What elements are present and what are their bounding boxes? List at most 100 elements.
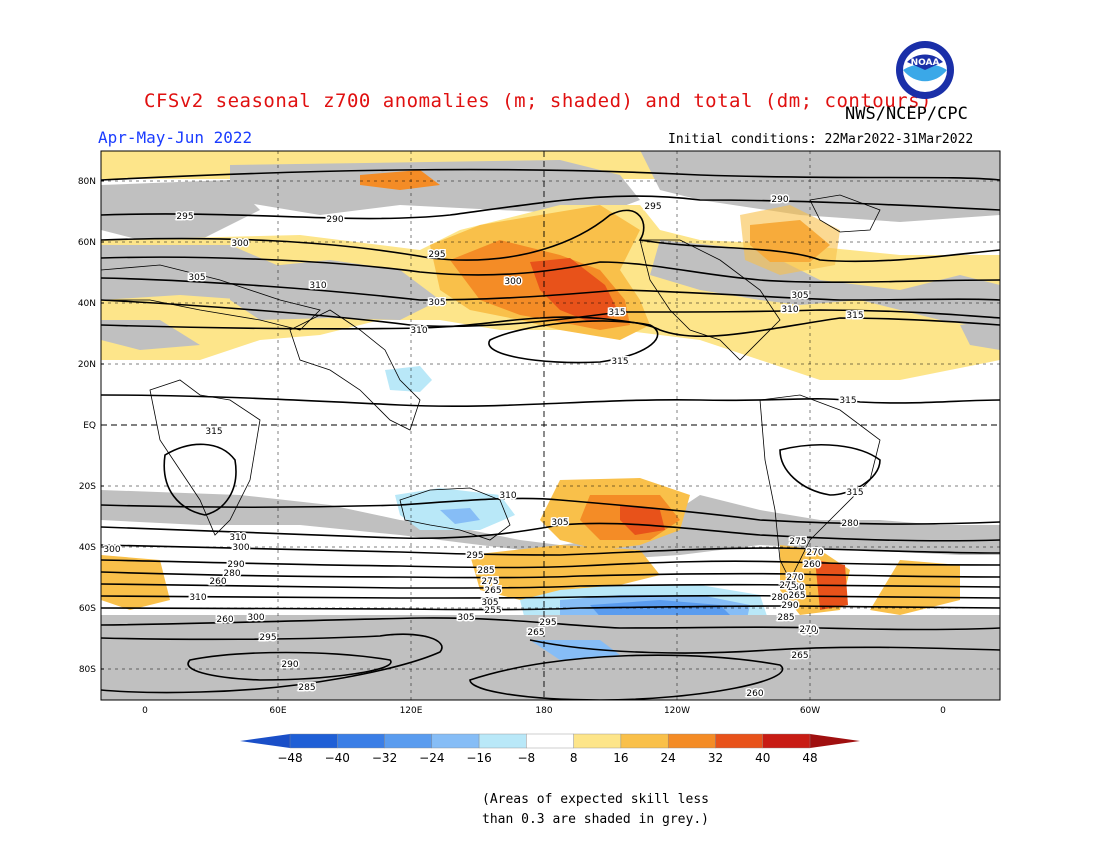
logo-text: NOAA xyxy=(911,58,940,68)
contour-label: 290 xyxy=(326,215,343,225)
contour-label: 255 xyxy=(484,606,501,616)
anomaly-shading xyxy=(101,151,1000,700)
contour-label: 310 xyxy=(499,491,516,501)
colorbar-segment xyxy=(431,733,480,749)
lat-label: EQ xyxy=(83,421,96,431)
contour-label: 260 xyxy=(216,615,233,625)
lon-label: 0 xyxy=(940,706,946,716)
colorbar-tick-label: 8 xyxy=(570,751,578,765)
contour-label: 275 xyxy=(779,581,796,591)
contour-label: 310 xyxy=(309,281,326,291)
colorbar-segment xyxy=(620,733,669,749)
colorbar-tick-label: −40 xyxy=(325,751,350,765)
chart-title: CFSv2 seasonal z700 anomalies (m; shaded… xyxy=(144,90,932,112)
contour-label: 300 xyxy=(103,545,120,555)
colorbar-tick-label: 32 xyxy=(708,751,723,765)
skill-note-line1: (Areas of expected skill less xyxy=(482,792,709,807)
contour-label: 315 xyxy=(839,396,856,406)
contour-label: 285 xyxy=(777,613,794,623)
colorbar-tick-label: 48 xyxy=(802,751,817,765)
colorbar-tick-label: −8 xyxy=(518,751,536,765)
skill-note-line2: than 0.3 are shaded in grey.) xyxy=(482,812,709,827)
contour-label: 295 xyxy=(259,633,276,643)
contour-label: 310 xyxy=(229,533,246,543)
colorbar-tick-label: −16 xyxy=(466,751,491,765)
colorbar-tick-label: 40 xyxy=(755,751,770,765)
contour-label: 295 xyxy=(176,212,193,222)
coastlines xyxy=(101,194,881,581)
colorbar-segment xyxy=(667,733,716,749)
colorbar: −48 −40 −32 −24 −16 −8 8 16 24 32 40 48 xyxy=(240,733,860,765)
colorbar-tick-label: −48 xyxy=(277,751,302,765)
contour-label: 290 xyxy=(771,195,788,205)
contour-label: 315 xyxy=(846,311,863,321)
contour-label: 290 xyxy=(227,560,244,570)
contour-label: 295 xyxy=(539,618,556,628)
height-contours xyxy=(101,168,1000,700)
lat-label: 20N xyxy=(78,360,96,370)
lat-label: 60N xyxy=(78,238,96,248)
lat-label: 60S xyxy=(79,604,96,614)
contour-label: 300 xyxy=(232,543,249,553)
contour-label: 295 xyxy=(428,250,445,260)
colorbar-segment xyxy=(384,733,433,749)
season-label: Apr-May-Jun 2022 xyxy=(98,128,253,147)
initial-conditions: Initial conditions: 22Mar2022-31Mar2022 xyxy=(668,132,974,147)
contour-label: 295 xyxy=(466,551,483,561)
contour-label: 260 xyxy=(746,689,763,699)
colorbar-segment xyxy=(715,733,763,749)
contour-label: 280 xyxy=(771,593,788,603)
contour-label: 265 xyxy=(788,591,805,601)
lat-label: 40N xyxy=(78,299,96,309)
contour-label: 260 xyxy=(787,583,804,593)
contour-label: 315 xyxy=(205,427,222,437)
contour-label: 310 xyxy=(410,326,427,336)
latitude-axis: 80N 60N 40N 20N EQ 20S 40S 60S 80S xyxy=(78,177,96,675)
contour-label: 285 xyxy=(298,683,315,693)
contour-label: 305 xyxy=(457,613,474,623)
contour-label: 315 xyxy=(608,308,625,318)
contour-label: 285 xyxy=(477,566,494,576)
contour-label: 290 xyxy=(281,660,298,670)
contour-label: 300 xyxy=(504,277,521,287)
colorbar-tick-label: −24 xyxy=(419,751,444,765)
noaa-logo: NOAA xyxy=(896,41,954,99)
contour-label: 260 xyxy=(209,577,226,587)
lon-label: 60E xyxy=(269,706,286,716)
colorbar-segment xyxy=(526,733,574,749)
contour-label: 270 xyxy=(786,573,803,583)
contour-label: 275 xyxy=(481,577,498,587)
contour-label: 305 xyxy=(428,298,445,308)
contour-label: 305 xyxy=(551,518,568,528)
lat-label: 80N xyxy=(78,177,96,187)
contour-label: 270 xyxy=(806,548,823,558)
contour-label: 265 xyxy=(484,586,501,596)
lon-label: 120W xyxy=(664,706,690,716)
lat-label: 80S xyxy=(79,665,96,675)
contour-label: 310 xyxy=(781,305,798,315)
lat-label: 20S xyxy=(79,482,96,492)
colorbar-tick-label: 16 xyxy=(613,751,628,765)
contour-label: 310 xyxy=(189,593,206,603)
colorbar-segment xyxy=(762,733,811,749)
colorbar-tick-label: −32 xyxy=(372,751,397,765)
contour-label: 275 xyxy=(789,537,806,547)
contour-label: 305 xyxy=(791,291,808,301)
agency-label: NWS/NCEP/CPC xyxy=(845,104,968,124)
contour-label: 265 xyxy=(527,628,544,638)
contour-label: 260 xyxy=(803,560,820,570)
lon-label: 0 xyxy=(142,706,148,716)
contour-label: 300 xyxy=(801,627,818,637)
colorbar-segment xyxy=(289,733,338,749)
contour-label: 280 xyxy=(223,569,240,579)
contour-label: 295 xyxy=(644,202,661,212)
lon-label: 60W xyxy=(800,706,820,716)
lat-label: 40S xyxy=(79,543,96,553)
contour-label: 315 xyxy=(846,488,863,498)
contour-label: 290 xyxy=(781,601,798,611)
contour-label: 305 xyxy=(481,598,498,608)
colorbar-tick-label: 24 xyxy=(661,751,676,765)
contour-label: 300 xyxy=(231,239,248,249)
